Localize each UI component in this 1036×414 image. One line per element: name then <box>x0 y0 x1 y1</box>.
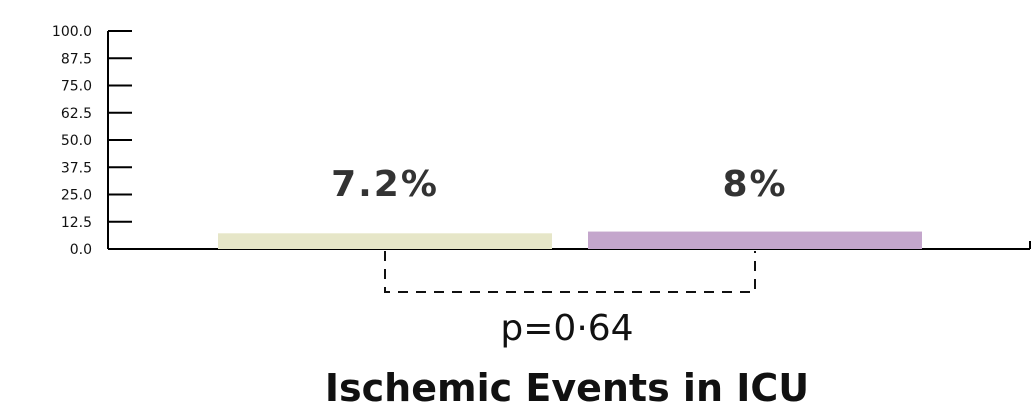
bar-value-label: 7.2% <box>331 164 439 205</box>
y-tick-label: 87.5 <box>61 51 92 67</box>
bar-value-label: 8% <box>722 164 787 205</box>
y-tick-label: 0.0 <box>70 242 92 258</box>
y-tick-label: 75.0 <box>61 79 92 95</box>
y-tick-label: 25.0 <box>61 188 92 204</box>
y-tick-label: 50.0 <box>61 133 92 149</box>
bar-1 <box>218 233 552 249</box>
bracket-line <box>384 251 756 293</box>
y-tick-label: 62.5 <box>61 106 92 122</box>
chart-title: Ischemic Events in ICU <box>325 366 809 410</box>
y-tick-label: 100.0 <box>52 24 92 40</box>
y-axis: 0.0 12.5 25.0 37.5 50.0 62.5 75.0 87.5 100.0 <box>52 24 1031 258</box>
y-tick-label: 12.5 <box>61 215 92 231</box>
bar-2 <box>588 231 922 249</box>
significance-bracket <box>384 251 756 293</box>
bars <box>218 231 922 249</box>
bar-value-labels: 7.2% 8% <box>331 164 787 205</box>
p-value-label: p=0·64 <box>500 308 633 349</box>
y-tick-label: 37.5 <box>61 160 92 176</box>
